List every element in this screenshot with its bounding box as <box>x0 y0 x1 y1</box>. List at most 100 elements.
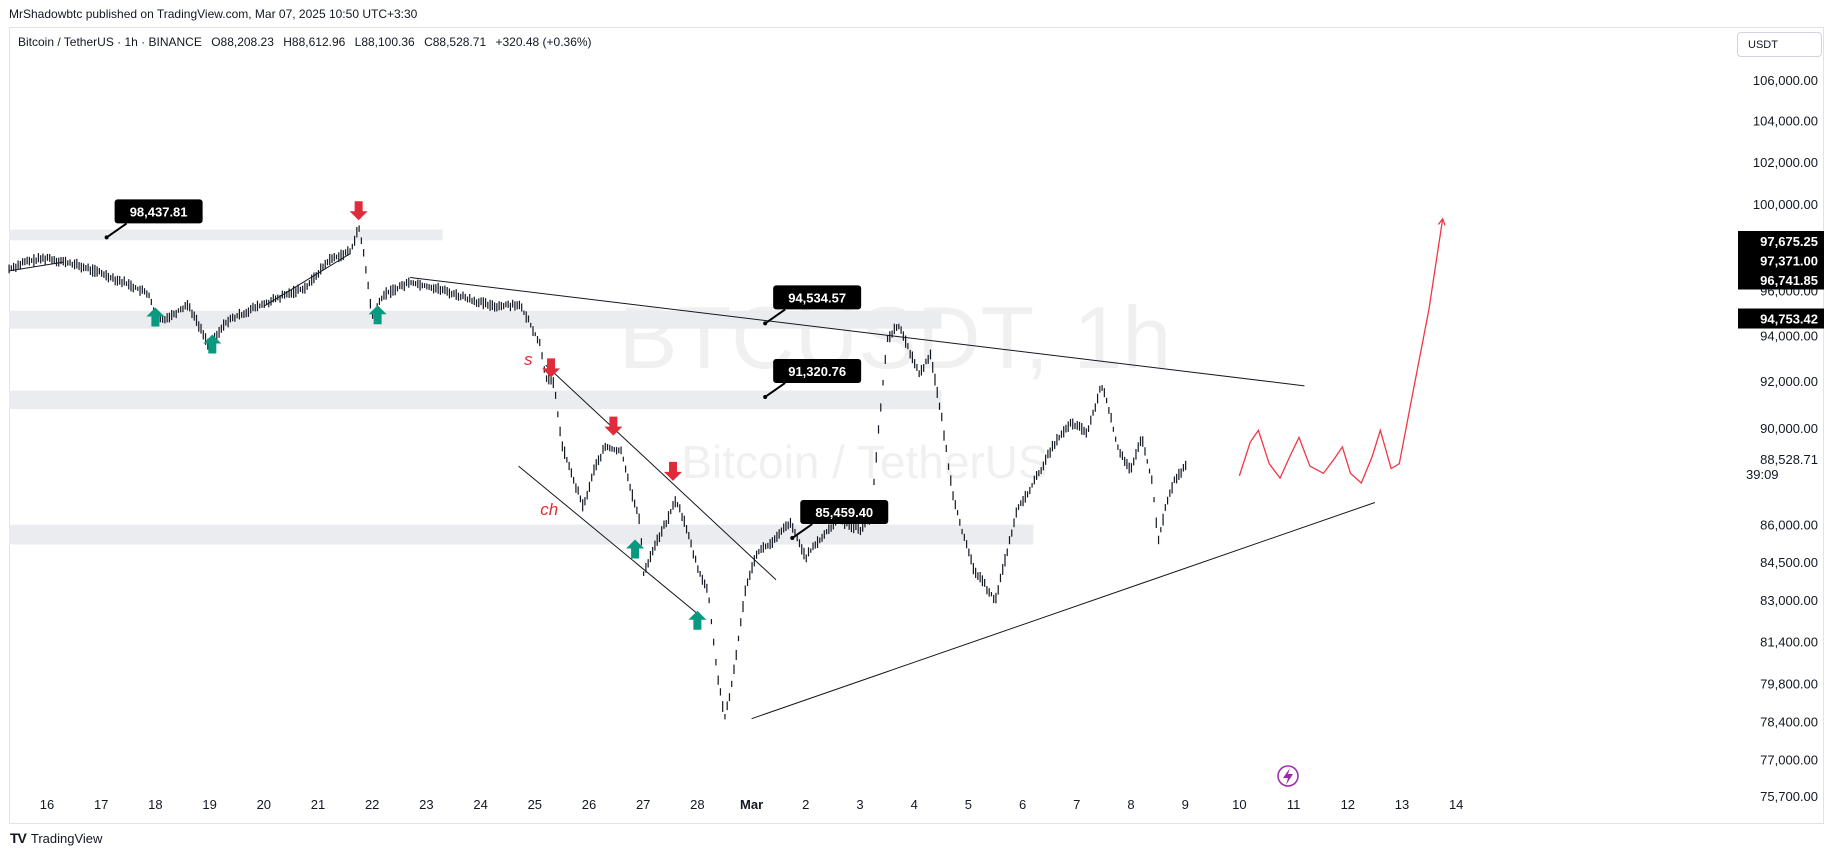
y-axis-tick-label: 102,000.00 <box>1753 155 1818 170</box>
price-label-text: 91,320.76 <box>788 364 846 379</box>
trendline-2[interactable] <box>263 252 351 307</box>
x-axis-tick-label: 18 <box>148 797 162 812</box>
trendline-1[interactable] <box>8 261 64 272</box>
text-mark: ch <box>540 500 558 519</box>
event-icon-bolt <box>1283 768 1293 785</box>
x-axis-tick-label: 9 <box>1182 797 1189 812</box>
x-axis-tick-label: 22 <box>365 797 379 812</box>
trendline-4[interactable] <box>545 364 777 581</box>
price-label-box[interactable] <box>773 358 862 383</box>
projection-arrowhead <box>1437 217 1446 226</box>
x-axis-tick-label: 26 <box>582 797 596 812</box>
x-axis-tick-label: 23 <box>419 797 433 812</box>
publisher-line: MrShadowbtc published on TradingView.com… <box>9 7 418 21</box>
support-resistance-zone <box>9 310 942 329</box>
price-label-text: 85,459.40 <box>815 505 873 520</box>
y-axis-tick-label: 81,400.00 <box>1760 635 1818 650</box>
lightning-event-icon[interactable] <box>1277 765 1299 787</box>
price-label-anchor <box>790 536 795 541</box>
price-tag: 97,675.25 <box>1760 234 1818 249</box>
x-axis-tick-label: 6 <box>1019 797 1026 812</box>
legend-close: C88,528.71 <box>424 35 487 49</box>
price-tag: 97,371.00 <box>1760 254 1818 269</box>
legend-open: O88,208.23 <box>211 35 274 49</box>
x-axis-tick-label: 27 <box>636 797 650 812</box>
trendline-6[interactable] <box>751 502 1376 720</box>
x-axis-tick-label: 7 <box>1073 797 1080 812</box>
x-axis-tick-label: 16 <box>40 797 54 812</box>
text-mark: s <box>524 350 533 369</box>
price-label-box[interactable] <box>114 199 203 224</box>
y-axis-tick-label: 106,000.00 <box>1753 73 1818 88</box>
event-icon-ring <box>1277 765 1299 787</box>
y-axis-tick-label: 90,000.00 <box>1760 421 1818 436</box>
x-axis-tick-label: 12 <box>1341 797 1355 812</box>
buy-arrow-icon[interactable] <box>146 307 165 327</box>
x-axis-tick-label: 8 <box>1127 797 1134 812</box>
price-tag: 94,753.42 <box>1760 312 1818 327</box>
sell-arrow-icon[interactable] <box>664 461 683 481</box>
bar-countdown: 39:09 <box>1746 467 1779 482</box>
x-axis-tick-label: 3 <box>856 797 863 812</box>
y-axis-tick-label: 94,000.00 <box>1760 328 1818 343</box>
price-tag-stack <box>1738 231 1824 290</box>
y-axis-tick-label: 83,000.00 <box>1760 593 1818 608</box>
support-resistance-zone <box>9 229 443 241</box>
x-axis-tick-label: 11 <box>1287 797 1301 812</box>
y-axis-tick-label: 92,000.00 <box>1760 374 1818 389</box>
trendline-3[interactable] <box>410 276 1305 387</box>
price-label-box[interactable] <box>800 500 889 525</box>
x-axis-tick-label: 21 <box>311 797 325 812</box>
tradingview-logo: TV <box>10 830 27 846</box>
x-axis-tick-label: 25 <box>528 797 542 812</box>
price-label-pointer <box>791 523 813 539</box>
buy-arrow-icon[interactable] <box>368 305 387 325</box>
chart-frame <box>9 27 1824 824</box>
buy-arrow-icon[interactable] <box>626 539 645 559</box>
price-label-pointer <box>764 308 786 325</box>
ohlc-legend: Bitcoin / TetherUS · 1h · BINANCE O88,20… <box>18 35 598 49</box>
sell-arrow-icon[interactable] <box>604 416 623 436</box>
y-axis-tick-label: 86,000.00 <box>1760 518 1818 533</box>
sell-arrow-icon[interactable] <box>542 358 561 378</box>
buy-arrow-icon[interactable] <box>688 610 707 630</box>
trendline-5[interactable] <box>518 465 704 619</box>
last-price: 88,528.71 <box>1760 452 1818 467</box>
price-label-anchor <box>763 394 768 399</box>
price-label-pointer <box>764 382 786 398</box>
legend-low: L88,100.36 <box>354 35 415 49</box>
currency-selector[interactable]: USDT <box>1737 32 1822 57</box>
projection-path[interactable] <box>1238 218 1444 485</box>
x-axis-tick-label: 19 <box>202 797 216 812</box>
x-axis-tick-label: Mar <box>740 797 763 812</box>
y-axis-tick-label: 75,700.00 <box>1760 789 1818 804</box>
price-label-text: 94,534.57 <box>788 290 846 305</box>
brand-name: TradingView <box>30 830 103 846</box>
y-axis-tick-label: 77,000.00 <box>1760 753 1818 768</box>
x-axis-tick-label: 28 <box>690 797 704 812</box>
price-label-anchor <box>104 235 109 240</box>
support-resistance-zone <box>9 524 1034 545</box>
tradingview-brand[interactable]: TV TradingView <box>10 830 102 846</box>
watermark-ticker: BTCUSDT, 1h <box>619 288 1172 387</box>
sell-arrow-icon[interactable] <box>349 201 368 221</box>
x-axis-tick-label: 13 <box>1395 797 1409 812</box>
legend-high: H88,612.96 <box>283 35 346 49</box>
y-axis-tick-label: 84,500.00 <box>1760 555 1818 570</box>
price-tag: 96,741.85 <box>1760 273 1818 288</box>
x-axis-tick-label: 17 <box>94 797 108 812</box>
legend-change: +320.48 (+0.36%) <box>495 35 592 49</box>
y-axis-tick-label: 100,000.00 <box>1753 197 1818 212</box>
price-label-anchor <box>763 321 768 326</box>
buy-arrow-icon[interactable] <box>203 334 222 354</box>
y-axis-tick-label: 104,000.00 <box>1753 114 1818 129</box>
price-tag-box <box>1738 308 1824 329</box>
legend-symbol[interactable]: Bitcoin / TetherUS · 1h · BINANCE <box>18 35 202 49</box>
price-label-box[interactable] <box>773 285 862 310</box>
price-label-pointer <box>106 222 128 239</box>
x-axis-tick-label: 20 <box>257 797 271 812</box>
x-axis-tick-label: 14 <box>1449 797 1463 812</box>
support-resistance-zone <box>9 390 942 410</box>
x-axis-tick-label: 10 <box>1232 797 1246 812</box>
